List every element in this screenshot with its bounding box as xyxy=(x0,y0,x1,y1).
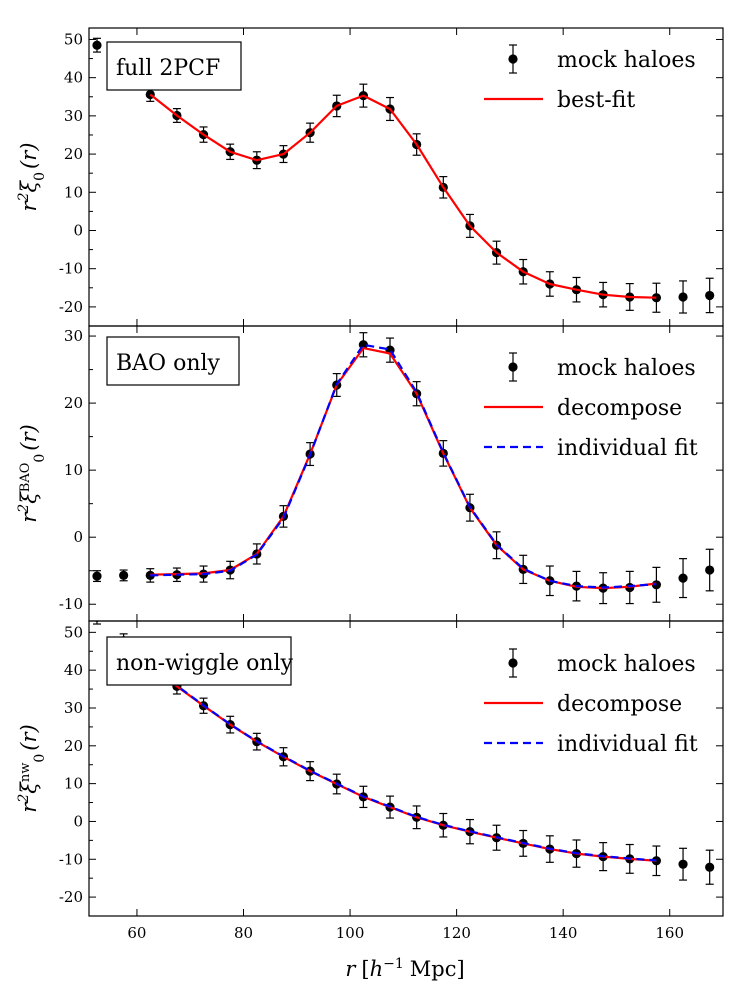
data-point xyxy=(705,565,715,575)
plot-area xyxy=(92,37,715,314)
annotation-box xyxy=(106,41,242,91)
x-label-sup: −1 xyxy=(383,956,404,972)
y-label-sub: 0 xyxy=(32,754,48,763)
y-label-tail: (r) xyxy=(17,143,41,169)
legend-label: mock haloes xyxy=(557,356,696,381)
y-tick-label: 40 xyxy=(64,661,83,679)
y-tick-label: 50 xyxy=(64,30,83,48)
y-tick-label: -10 xyxy=(59,260,83,278)
y-label-base: r xyxy=(17,511,41,523)
legend-label: decompose xyxy=(557,692,682,717)
y-label-sub: 0 xyxy=(32,454,48,463)
y-label-sup: 2 xyxy=(16,794,32,804)
legend-label: mock haloes xyxy=(557,652,696,677)
series-line-individual-fit xyxy=(149,663,657,862)
y-tick-label: 50 xyxy=(64,623,83,641)
y-tick-label: 30 xyxy=(64,107,83,125)
data-point xyxy=(705,862,715,872)
y-label-supsub: BAO xyxy=(18,463,33,493)
x-tick-label: 60 xyxy=(127,924,146,942)
y-label-tail: (r) xyxy=(17,724,41,750)
y-label-sup: 2 xyxy=(16,504,32,514)
y-label-sub: 0 xyxy=(32,172,48,181)
y-label-supsub: nw xyxy=(18,763,33,783)
y-tick-label: -20 xyxy=(59,888,83,906)
data-point xyxy=(705,290,715,301)
x-label-mpc: Mpc xyxy=(410,957,457,981)
legend-marker xyxy=(508,362,518,372)
y-tick-label: 20 xyxy=(64,145,83,163)
y-label-base: r xyxy=(17,801,41,813)
y-tick-label: 10 xyxy=(64,461,83,479)
series-line-best-fit xyxy=(149,93,657,299)
y-tick-label: 20 xyxy=(64,737,83,755)
legend-marker xyxy=(508,54,518,64)
data-point xyxy=(92,571,102,581)
x-tick-label: 160 xyxy=(655,924,684,942)
x-tick-label: 100 xyxy=(336,924,365,942)
data-point xyxy=(94,621,100,622)
y-label-xi: ξ xyxy=(17,179,41,192)
data-point xyxy=(678,292,688,302)
legend-label: mock haloes xyxy=(557,48,696,73)
legend-label: individual fit xyxy=(557,732,698,757)
legend-label: best-fit xyxy=(557,88,635,113)
x-axis-label: r [h−1 Mpc] xyxy=(345,956,464,981)
axes-frame xyxy=(88,620,724,917)
data-point xyxy=(145,570,155,581)
y-tick-label: 10 xyxy=(64,183,83,201)
annotation-label: non-wiggle only xyxy=(116,651,294,676)
plot-area xyxy=(92,332,715,605)
data-point xyxy=(119,570,129,581)
y-tick-label: 0 xyxy=(73,812,83,830)
y-axis-label: r2ξnw0 (r) xyxy=(16,724,48,812)
data-point xyxy=(651,856,662,866)
annotation-label: BAO only xyxy=(116,351,221,376)
x-tick-label: 140 xyxy=(549,924,578,942)
y-label-xi: ξ xyxy=(17,491,41,504)
y-tick-label: 0 xyxy=(73,221,83,239)
annotation-box xyxy=(106,336,240,386)
y-tick-label: 10 xyxy=(64,775,83,793)
y-tick-label: 30 xyxy=(64,327,83,345)
x-label-close: ] xyxy=(456,957,464,981)
x-label-open: [ xyxy=(361,957,369,981)
x-label-h: h xyxy=(370,957,384,981)
y-label-base: r xyxy=(17,199,41,211)
y-axis-label: r2ξ0 (r) xyxy=(16,143,48,212)
y-label-xi: ξ xyxy=(17,781,41,794)
legend-label: decompose xyxy=(557,396,682,421)
data-point xyxy=(651,293,662,303)
y-label-tail: (r) xyxy=(17,424,41,450)
data-point xyxy=(678,573,688,583)
y-tick-label: 30 xyxy=(64,699,83,717)
plot-area xyxy=(92,621,715,885)
annotation-box xyxy=(106,636,292,686)
x-tick-label: 80 xyxy=(234,924,253,942)
series-line-individual-fit xyxy=(150,343,657,589)
y-tick-label: -10 xyxy=(59,850,83,868)
y-axis-label: r2ξBAO0 (r) xyxy=(16,424,48,523)
x-label-r: r xyxy=(345,957,357,981)
y-tick-label: -20 xyxy=(59,298,83,316)
y-tick-label: -10 xyxy=(59,595,83,613)
legend-marker xyxy=(508,658,518,668)
data-point xyxy=(678,859,688,869)
y-label-sup: 2 xyxy=(16,192,32,202)
annotation-label: full 2PCF xyxy=(116,56,220,81)
y-tick-label: 0 xyxy=(73,528,83,546)
y-tick-label: 40 xyxy=(64,69,83,87)
x-tick-label: 120 xyxy=(442,924,471,942)
legend-label: individual fit xyxy=(557,436,698,461)
y-tick-label: 20 xyxy=(64,394,83,412)
data-point xyxy=(92,40,102,50)
